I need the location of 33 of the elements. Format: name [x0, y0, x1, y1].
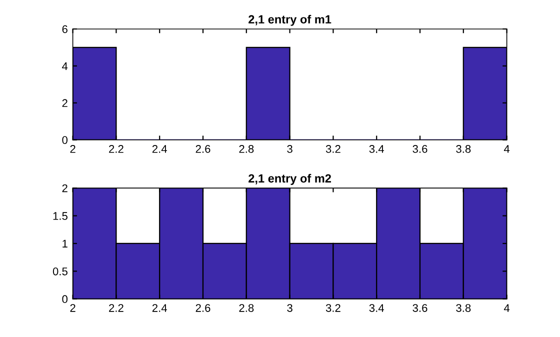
x-tick-label: 2.6 [196, 304, 210, 312]
y-tick-label: 0 [62, 295, 68, 304]
chart-title: 2,1 entry of m2 [248, 174, 331, 185]
x-tick-label: 2.8 [239, 304, 254, 312]
x-tick-label: 3.4 [369, 304, 384, 312]
chart-title: 2,1 entry of m1 [248, 14, 332, 26]
y-tick-label: 1.5 [53, 212, 68, 220]
x-tick-label: 3.6 [412, 145, 428, 153]
x-tick-label: 2 [70, 304, 76, 312]
y-tick-label: 1 [62, 240, 68, 248]
x-tick-label: 2 [70, 145, 76, 153]
x-tick-label: 3.2 [326, 145, 340, 153]
x-tick-label: 2.2 [109, 145, 124, 153]
x-tick-label: 3.8 [456, 145, 471, 153]
y-tick-label: 6 [62, 25, 68, 34]
y-tick-label: 4 [62, 62, 68, 70]
x-tick-label: 3.4 [369, 145, 384, 153]
x-tick-label: 2.2 [109, 304, 124, 312]
x-tick-label: 3 [287, 145, 292, 153]
x-tick-label: 4 [504, 304, 510, 312]
x-tick-label: 2.8 [239, 145, 254, 153]
x-tick-label: 3.2 [326, 304, 340, 312]
x-tick-label: 3.8 [456, 304, 471, 312]
x-tick-label: 2.4 [152, 304, 167, 312]
y-tick-label: 0 [62, 136, 68, 144]
y-tick-label: 2 [62, 99, 68, 107]
y-tick-label: 0.5 [52, 267, 68, 276]
x-tick-label: 4 [504, 145, 510, 153]
x-tick-label: 2.6 [196, 145, 210, 153]
x-tick-label: 2.4 [152, 145, 167, 153]
x-tick-label: 3.6 [412, 304, 428, 312]
x-tick-label: 3 [287, 304, 292, 312]
y-tick-label: 2 [62, 184, 68, 192]
